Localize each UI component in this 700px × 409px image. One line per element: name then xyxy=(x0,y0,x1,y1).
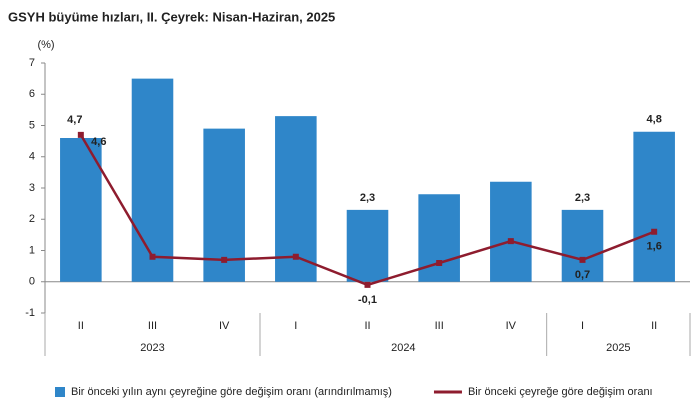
bar xyxy=(633,131,675,282)
bar xyxy=(490,181,532,282)
x-group-label: 2024 xyxy=(391,342,415,354)
y-tick-label: 0 xyxy=(29,276,35,288)
value-label: 2,3 xyxy=(360,192,375,204)
value-label: -0,1 xyxy=(358,294,377,306)
value-label: 4,6 xyxy=(91,136,106,148)
legend-label: Bir önceki yılın aynı çeyreğine göre değ… xyxy=(71,386,392,398)
line-marker xyxy=(579,256,586,263)
line-marker xyxy=(77,131,84,138)
x-tick-label: II xyxy=(78,320,84,332)
y-tick-label: 4 xyxy=(29,151,35,163)
y-unit: (%) xyxy=(37,39,54,51)
x-tick-label: II xyxy=(364,320,370,332)
x-group-label: 2023 xyxy=(140,342,164,354)
chart-title: GSYH büyüme hızları, II. Çeyrek: Nisan-H… xyxy=(8,9,335,24)
x-tick-label: IV xyxy=(506,320,517,332)
bar xyxy=(60,138,102,282)
x-tick-label: III xyxy=(148,320,157,332)
y-tick-label: 2 xyxy=(29,213,35,225)
x-tick-label: III xyxy=(435,320,444,332)
value-label: 4,7 xyxy=(67,114,82,126)
line-marker xyxy=(292,253,299,260)
y-tick-label: 5 xyxy=(29,119,35,131)
bar xyxy=(203,128,245,282)
legend-label: Bir önceki çeyreğe göre değişim oranı xyxy=(468,386,653,398)
y-tick-label: 7 xyxy=(29,57,35,69)
line-marker xyxy=(149,253,156,260)
y-tick-label: -1 xyxy=(25,307,35,319)
x-tick-label: I xyxy=(294,320,297,332)
line-marker xyxy=(436,260,443,266)
line-marker xyxy=(364,281,371,288)
bar xyxy=(131,78,174,282)
value-label: 1,6 xyxy=(647,241,662,253)
bar xyxy=(561,209,604,282)
value-label: 4,8 xyxy=(647,114,662,126)
x-tick-label: IV xyxy=(219,320,230,332)
y-tick-label: 3 xyxy=(29,182,35,194)
value-label: 0,7 xyxy=(575,269,590,281)
line-marker xyxy=(507,238,514,245)
line-marker xyxy=(221,256,228,263)
x-tick-label: I xyxy=(581,320,584,332)
x-group-label: 2025 xyxy=(606,342,630,354)
x-tick-label: II xyxy=(651,320,657,332)
legend-swatch xyxy=(55,387,65,397)
y-tick-label: 1 xyxy=(29,244,35,256)
y-tick-label: 6 xyxy=(29,88,35,100)
line-marker xyxy=(651,228,658,235)
value-label: 2,3 xyxy=(575,192,590,204)
bar xyxy=(346,209,389,282)
